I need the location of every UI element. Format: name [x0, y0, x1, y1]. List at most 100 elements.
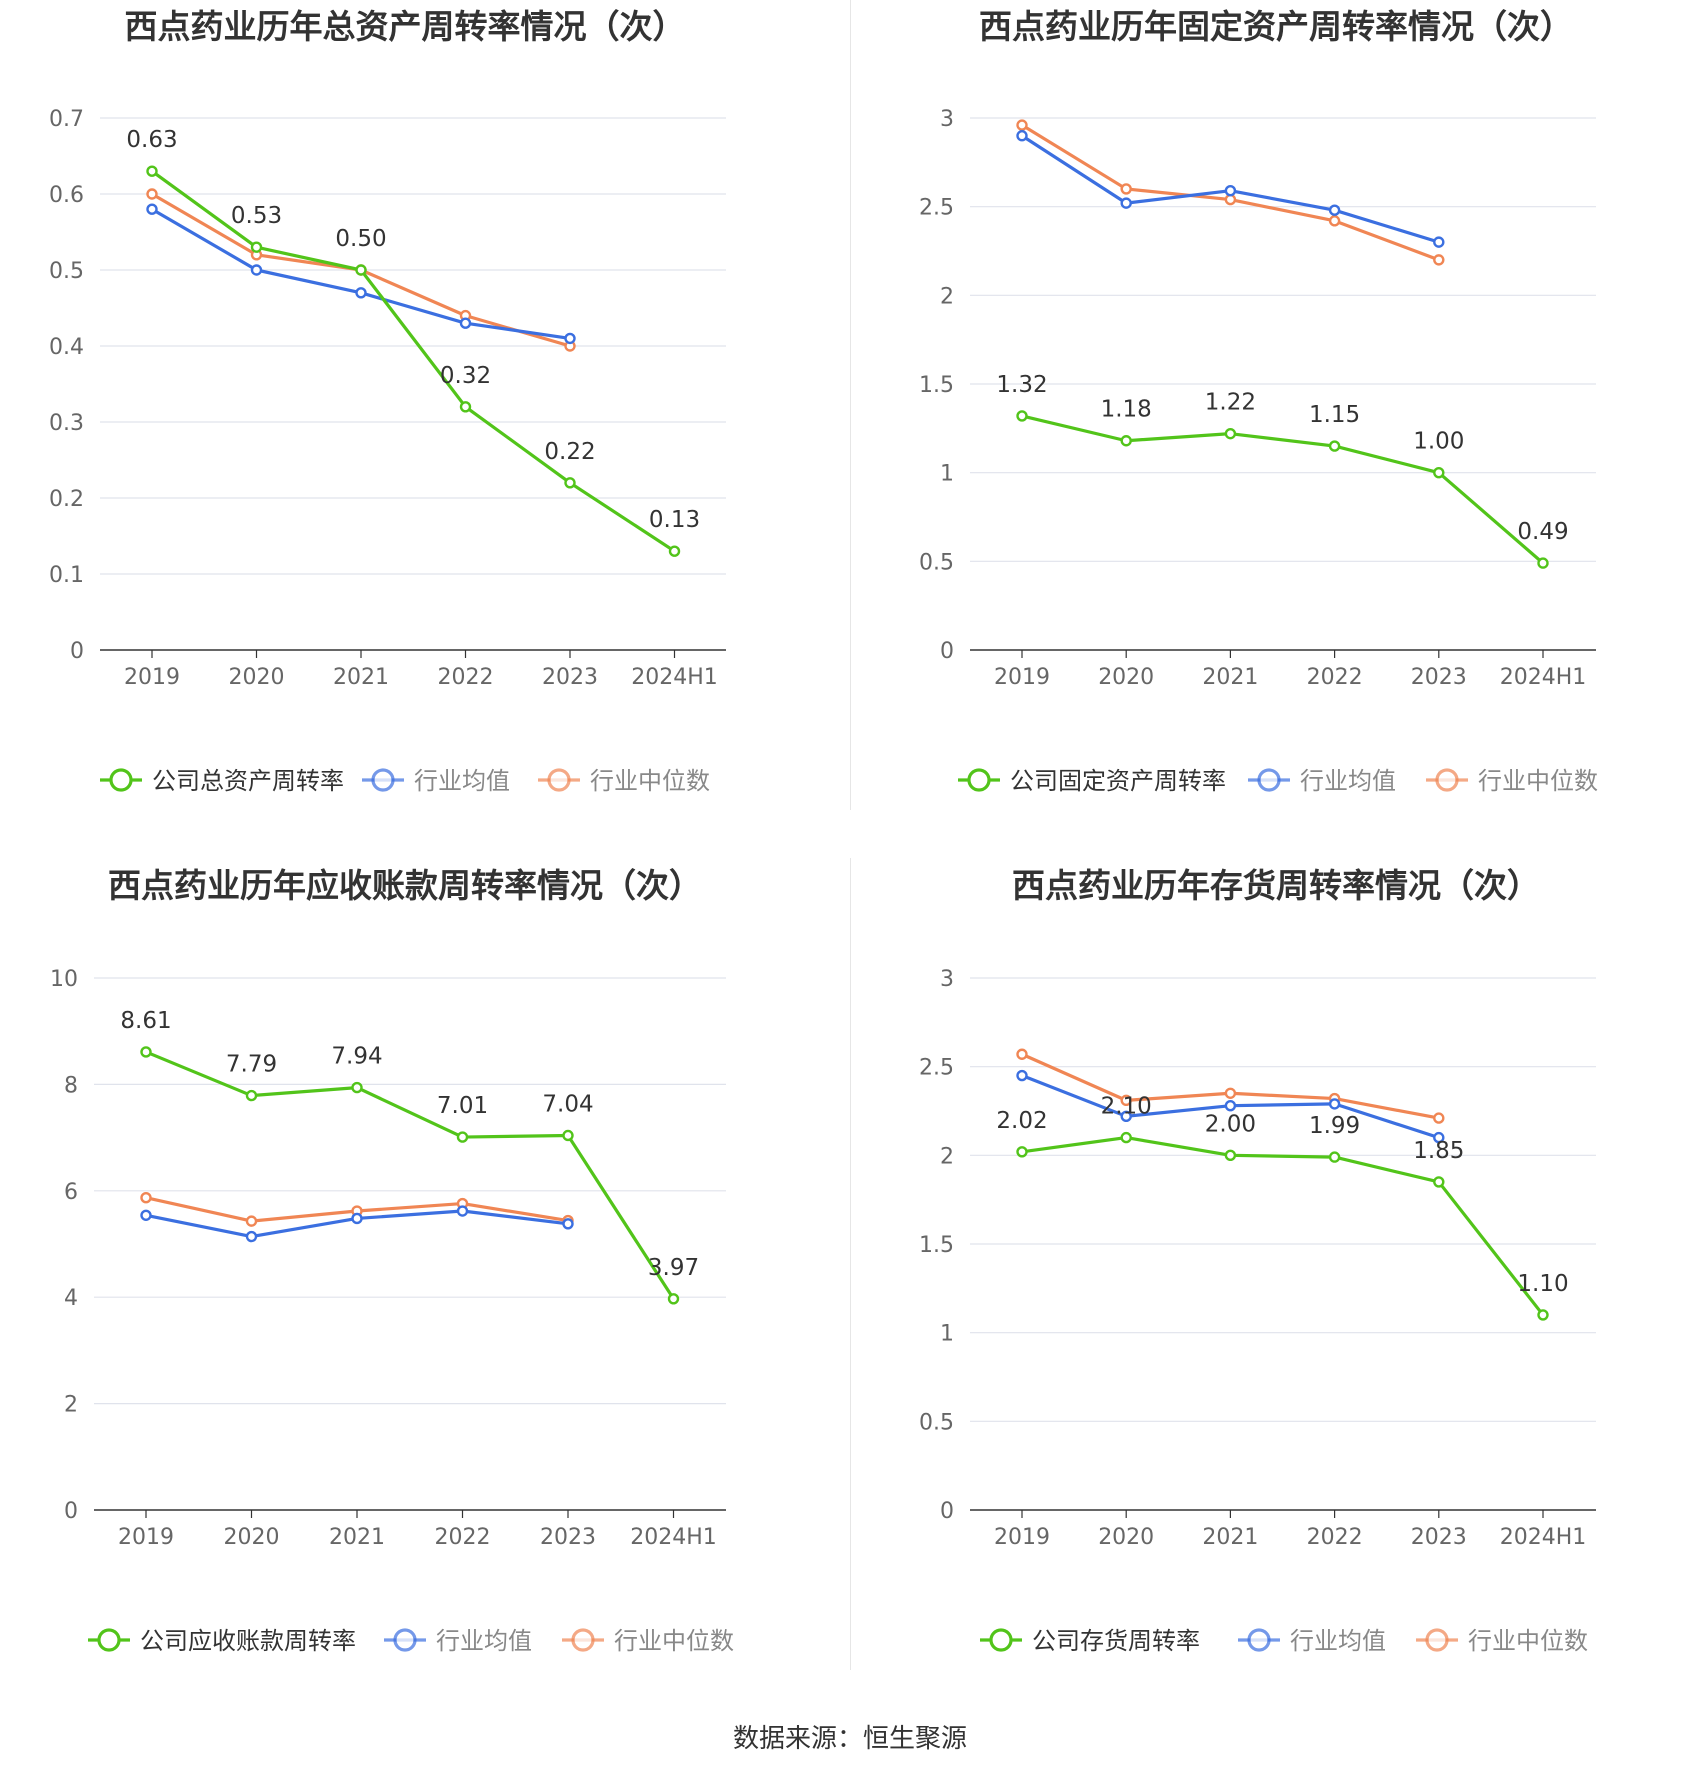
y-tick-label: 1.5 — [919, 1233, 954, 1258]
x-tick-label: 2021 — [333, 665, 389, 690]
legend-marker-company — [109, 768, 133, 792]
data-point-median — [146, 188, 158, 200]
data-point-company — [668, 545, 681, 557]
legend-label-company: 公司存货周转率 — [1032, 1627, 1200, 1655]
data-point-company — [1537, 1309, 1549, 1321]
data-point-company — [1120, 1131, 1132, 1144]
x-tick-label: 2023 — [540, 1525, 596, 1550]
x-tick-label: 2019 — [994, 1525, 1050, 1550]
legend-label-company: 公司总资产周转率 — [152, 767, 344, 795]
data-point-company — [351, 1081, 363, 1094]
chart-panel-1: 西点药业历年总资产周转率情况（次） 0 0.1 0.2 0.3 0.4 0.5 0.6 0.7 2… — [49, 7, 726, 795]
x-tick-label: 2019 — [994, 665, 1050, 690]
data-point-average — [562, 1218, 574, 1230]
x-tick-label: 2022 — [435, 1525, 491, 1550]
y-tick-label: 10 — [50, 967, 78, 992]
data-point-average — [459, 317, 472, 329]
data-point-company — [667, 1293, 680, 1305]
x-tick-label: 2019 — [118, 1525, 174, 1550]
data-point-average — [351, 1212, 363, 1225]
x-tick-label: 2021 — [1202, 665, 1258, 690]
y-tick-label: 0.3 — [49, 411, 84, 436]
data-label: 1.18 — [1101, 397, 1152, 423]
y-tick-label: 0 — [70, 639, 84, 664]
data-point-average — [1328, 204, 1341, 216]
y-tick-label: 2 — [940, 284, 954, 309]
y-tick-label: 1 — [940, 462, 954, 487]
data-label: 1.00 — [1413, 429, 1464, 455]
data-label: 2.02 — [996, 1108, 1047, 1134]
y-tick-label: 0.4 — [49, 335, 84, 360]
y-tick-label: 0.5 — [919, 1410, 954, 1435]
data-point-company — [1328, 1151, 1341, 1163]
data-label: 7.79 — [226, 1052, 277, 1078]
data-label: 1.85 — [1413, 1138, 1464, 1164]
data-label: 1.22 — [1205, 390, 1256, 416]
y-tick-label: 0 — [940, 1499, 954, 1524]
data-point-company — [1224, 427, 1237, 440]
data-point-company — [355, 264, 367, 276]
x-tick-label: 2024H1 — [1500, 665, 1587, 690]
x-tick-label: 2019 — [124, 665, 180, 690]
data-point-average — [146, 203, 158, 215]
data-label: 8.61 — [120, 1008, 171, 1034]
legend-marker-median — [571, 1628, 595, 1652]
data-label: 0.63 — [126, 127, 177, 153]
legend-marker-median — [547, 768, 571, 792]
x-tick-label: 2020 — [224, 1525, 280, 1550]
legend-marker-median — [1435, 768, 1459, 792]
data-label: 0.53 — [231, 203, 282, 229]
data-label: 7.04 — [542, 1091, 593, 1117]
data-point-average — [564, 332, 576, 345]
y-tick-label: 0 — [64, 1499, 78, 1524]
data-point-median — [140, 1192, 152, 1204]
x-tick-label: 2022 — [1307, 1525, 1363, 1550]
data-point-average — [140, 1209, 152, 1221]
data-point-average — [1016, 1069, 1028, 1082]
x-tick-label: 2023 — [542, 665, 598, 690]
y-tick-label: 2.5 — [919, 1056, 954, 1081]
x-tick-label: 2023 — [1411, 665, 1467, 690]
legend-marker-average — [1247, 1628, 1271, 1652]
chart-title: 西点药业历年应收账款周转率情况（次） — [108, 866, 702, 905]
data-point-company — [1120, 435, 1132, 447]
data-point-company — [1016, 410, 1028, 422]
column-divider-top — [850, 0, 851, 810]
legend-marker-average — [371, 768, 395, 792]
x-tick-label: 2022 — [1307, 665, 1363, 690]
data-point-company — [456, 1131, 469, 1143]
data-point-median — [1016, 119, 1028, 131]
x-tick-label: 2020 — [1098, 1525, 1154, 1550]
x-tick-label: 2024H1 — [630, 1525, 717, 1550]
chart-panel-3: 西点药业历年应收账款周转率情况（次） 0 2 4 6 8 10 2019 2020 2021 202… — [50, 866, 734, 1655]
y-tick-label: 3 — [940, 107, 954, 132]
y-tick-label: 0 — [940, 639, 954, 664]
data-point-company — [1433, 466, 1445, 479]
chart-panel-4: 西点药业历年存货周转率情况（次） 0 0.5 1 1.5 2 2.5 3 2019 2020 202… — [919, 866, 1596, 1655]
data-point-median — [1224, 193, 1237, 206]
x-tick-label: 2024H1 — [1500, 1525, 1587, 1550]
data-label: 0.49 — [1517, 519, 1568, 545]
y-tick-label: 4 — [64, 1286, 78, 1311]
y-tick-label: 2.5 — [919, 196, 954, 221]
x-tick-label: 2024H1 — [631, 665, 718, 690]
chart-title: 西点药业历年存货周转率情况（次） — [1012, 866, 1540, 905]
chart-title: 西点药业历年固定资产周转率情况（次） — [979, 7, 1573, 46]
data-point-average — [355, 287, 367, 299]
legend-label-median: 行业中位数 — [590, 767, 710, 795]
data-point-median — [1016, 1048, 1028, 1060]
data-label: 0.32 — [440, 363, 491, 389]
x-tick-label: 2020 — [229, 665, 285, 690]
data-point-company — [1224, 1149, 1237, 1162]
data-point-average — [1224, 185, 1237, 197]
legend-marker-company — [989, 1628, 1013, 1652]
data-point-company — [1537, 557, 1549, 569]
y-tick-label: 0.2 — [49, 487, 84, 512]
legend-label-median: 行业中位数 — [614, 1627, 734, 1655]
legend-label-company: 公司固定资产周转率 — [1010, 767, 1226, 795]
data-point-median — [1328, 215, 1341, 227]
y-tick-label: 2 — [940, 1144, 954, 1169]
data-point-company — [245, 1089, 258, 1102]
data-label: 1.10 — [1517, 1271, 1568, 1297]
y-tick-label: 0.5 — [49, 259, 84, 284]
